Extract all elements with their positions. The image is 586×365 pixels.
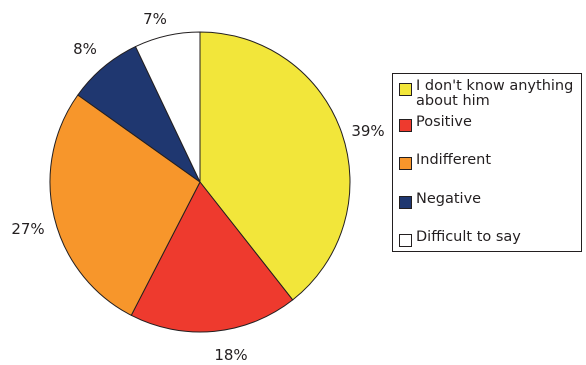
legend-item-negative: Negative [399,192,581,209]
legend-swatch-indifferent [399,157,412,170]
pct-label-difficult: 7% [143,10,167,28]
pct-label-negative: 8% [73,40,97,58]
legend-swatch-dont-know [399,83,412,96]
pct-label-positive: 18% [214,346,248,364]
pie-slice-difficult [135,31,201,183]
legend-label-indifferent: Indifferent [416,152,492,168]
pie-slice-indifferent [49,94,201,316]
chart-legend: I don't know anything about him Positive… [392,73,582,252]
pct-label-dont-know: 39% [351,122,385,140]
pct-label-indifferent: 27% [11,220,45,238]
legend-swatch-negative [399,196,412,209]
legend-label-difficult: Difficult to say [416,229,521,245]
legend-swatch-difficult [399,234,412,247]
legend-item-dont-know: I don't know anything about him [399,79,581,109]
legend-swatch-positive [399,119,412,132]
legend-item-difficult: Difficult to say [399,230,581,247]
legend-label-positive: Positive [416,114,472,130]
pie-slice-positive [130,181,294,333]
legend-item-indifferent: Indifferent [399,153,581,170]
legend-item-positive: Positive [399,115,581,132]
legend-label-dont-know: I don't know anything about him [416,78,574,109]
pie-slice-dont-know [199,31,351,301]
legend-label-negative: Negative [416,191,482,207]
